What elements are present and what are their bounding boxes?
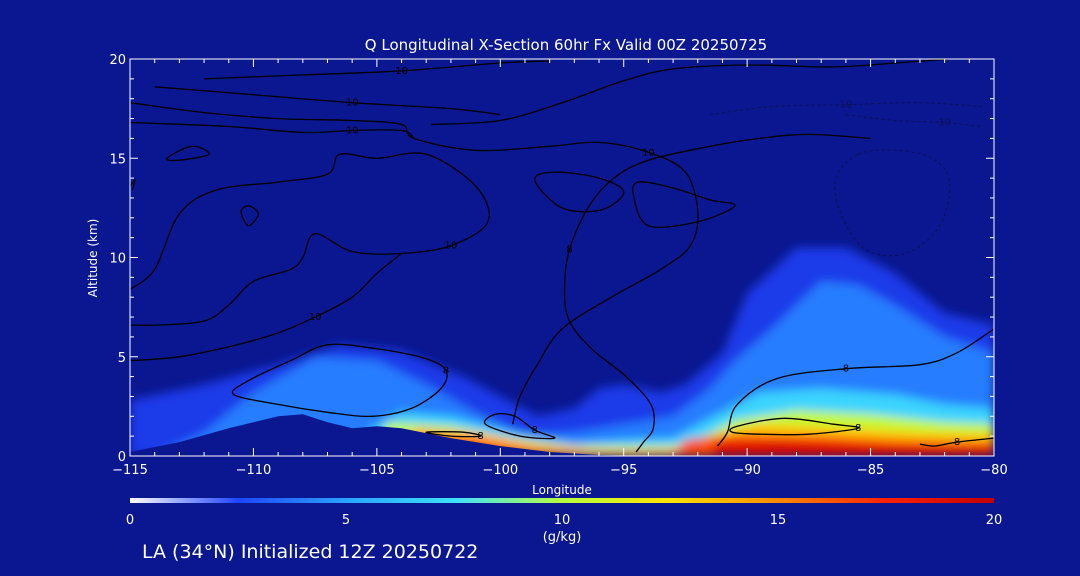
x-axis: −115 −110 −105 −100 −95 −90 −85 −80 — [112, 59, 1008, 478]
contour-label: 8 — [566, 245, 572, 256]
contour-line — [563, 133, 871, 453]
contour-line — [431, 59, 950, 126]
contour-label: 8 — [532, 425, 538, 436]
contour-label: 8 — [443, 366, 449, 377]
x-tick-label: −115 — [112, 463, 148, 478]
colorbar-units: (g/kg) — [543, 530, 582, 545]
colorbar-tick-label: 15 — [770, 513, 787, 528]
contour-line — [130, 252, 402, 362]
contour-label: 8 — [477, 431, 483, 442]
contour-label: 10 — [346, 126, 359, 137]
contour-line — [483, 413, 556, 440]
contour-line — [130, 152, 490, 326]
contour-line — [231, 343, 448, 418]
x-tick-label: −90 — [733, 463, 760, 478]
contour-line — [130, 121, 415, 139]
y-tick-label: 20 — [109, 53, 126, 68]
contour-label: 10 — [309, 312, 322, 323]
contour-line — [425, 431, 482, 438]
moisture-field — [130, 247, 994, 456]
chart-title: Q Longitudinal X-Section 60hr Fx Valid 0… — [365, 36, 767, 54]
y-tick-label: 10 — [109, 252, 126, 267]
y-axis-label: Altitude (km) — [86, 219, 100, 298]
x-tick-label: −105 — [359, 463, 395, 478]
contour-label: 10 — [395, 66, 408, 77]
x-tick-label: −110 — [236, 463, 272, 478]
colorbar: 0 5 10 15 20 (g/kg) — [126, 498, 1002, 545]
x-axis-label: Longitude — [532, 483, 592, 497]
contour-line — [204, 60, 550, 80]
contour-label: 10 — [346, 98, 359, 109]
colorbar-tick-label: 5 — [342, 513, 350, 528]
moisture-region — [475, 440, 994, 456]
dashed-contour-line — [710, 102, 982, 116]
contour-line — [166, 145, 210, 162]
contour-label: 10 — [938, 118, 951, 129]
contour-label: 10 — [642, 147, 655, 158]
colorbar-tick-label: 20 — [986, 513, 1003, 528]
x-tick-label: −95 — [610, 463, 637, 478]
dashed-contour-line — [834, 149, 951, 257]
contour-label: 10 — [445, 241, 458, 252]
terrain-surface — [130, 414, 994, 456]
y-tick-label: 15 — [109, 152, 126, 167]
contour-label: 8 — [843, 364, 849, 375]
contour-line — [716, 328, 994, 447]
contour-label: 10 — [840, 100, 853, 111]
colorbar-tick-label: 10 — [554, 513, 571, 528]
dashed-contour-line — [845, 114, 982, 127]
contour-line — [919, 437, 994, 447]
contour-line — [534, 171, 625, 213]
plot-area: 10 10 10 10 8 8 8 8 8 8 8 10 10 10 10 — [130, 59, 994, 456]
contour-line — [240, 205, 260, 227]
contour-line — [632, 181, 736, 229]
y-tick-label: 5 — [118, 351, 126, 366]
contour-line — [130, 102, 699, 425]
contour-label: 8 — [855, 423, 861, 434]
contour-line — [130, 179, 136, 191]
contour-line — [154, 86, 501, 116]
colorbar-bar — [130, 498, 994, 503]
colorbar-ticks: 0 5 10 15 20 — [126, 513, 1002, 528]
contour-line — [729, 417, 860, 436]
x-tick-label: −85 — [857, 463, 884, 478]
x-tick-label: −100 — [482, 463, 518, 478]
colorbar-tick-label: 0 — [126, 513, 134, 528]
x-tick-label: −80 — [980, 463, 1007, 478]
contour-label: 8 — [954, 437, 960, 448]
contour-lines: 10 10 10 10 8 8 8 8 8 8 8 10 10 10 10 — [130, 59, 994, 453]
y-axis: 0 5 10 15 20 — [109, 53, 994, 465]
y-tick-label: 0 — [118, 450, 126, 465]
run-info-footer: LA (34°N) Initialized 12Z 20250722 — [142, 541, 479, 563]
